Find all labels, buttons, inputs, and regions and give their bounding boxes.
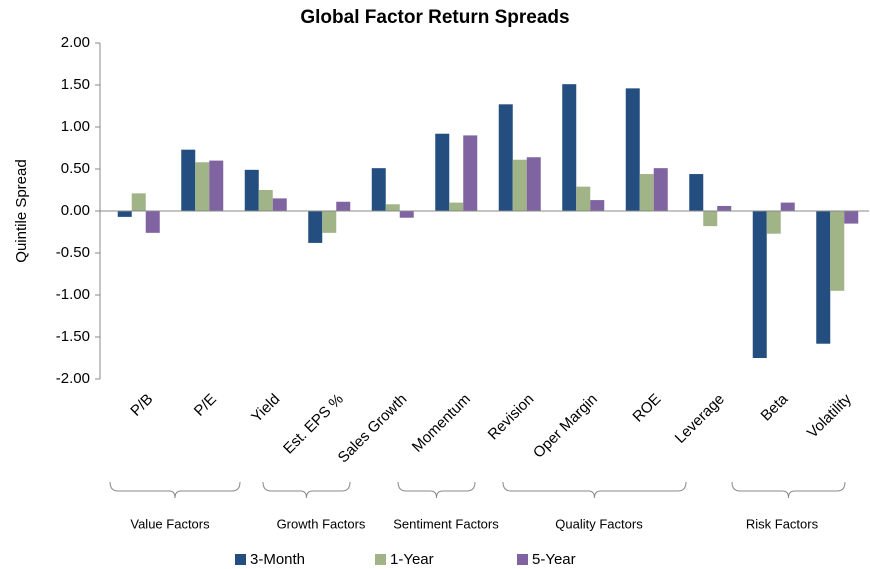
bar	[752, 211, 767, 358]
bar	[258, 190, 273, 211]
x-tick-label: Revision	[485, 391, 538, 444]
y-tick-label: -1.50	[56, 328, 90, 345]
bar	[653, 168, 668, 211]
bar	[562, 84, 577, 211]
bar	[244, 169, 259, 211]
x-tick-label: Leverage	[672, 391, 728, 447]
bar	[576, 186, 591, 211]
bar	[399, 211, 414, 218]
y-tick-label: 0.00	[61, 202, 90, 219]
y-tick-label: 1.50	[61, 76, 90, 93]
x-tick-label: Est. EPS %	[280, 391, 347, 458]
bar	[463, 135, 478, 211]
bar	[844, 211, 859, 224]
group-bracket	[262, 481, 351, 499]
bar	[780, 202, 795, 211]
y-tick-label: 1.00	[61, 118, 90, 135]
bar	[308, 211, 323, 243]
bar	[209, 160, 224, 211]
group-bracket	[731, 481, 846, 499]
legend-label: 1-Year	[390, 551, 434, 568]
bar	[689, 174, 704, 211]
group-bracket	[109, 481, 241, 499]
bar	[625, 88, 640, 211]
legend-swatch	[235, 554, 246, 565]
bar	[181, 149, 196, 211]
bar	[385, 204, 400, 211]
group-bracket	[397, 481, 476, 499]
bar	[336, 201, 351, 211]
x-tick-label: Volatility	[804, 390, 855, 441]
bar	[449, 202, 464, 211]
bar	[703, 211, 718, 227]
x-tick-label: Oper Margin	[530, 391, 601, 462]
legend-swatch	[375, 554, 386, 565]
y-tick-label: 2.00	[61, 34, 90, 51]
legend-label: 5-Year	[532, 551, 576, 568]
x-tick-label: ROE	[629, 391, 664, 426]
bar	[272, 198, 287, 211]
group-label: Quality Factors	[555, 516, 643, 531]
bar	[117, 211, 132, 217]
bar	[195, 162, 210, 211]
y-tick-label: -2.00	[56, 370, 90, 387]
chart-title: Global Factor Return Spreads	[300, 7, 569, 28]
bar	[526, 157, 541, 211]
x-tick-label: P/E	[191, 391, 220, 420]
group-label: Sentiment Factors	[393, 516, 499, 531]
bar	[830, 211, 845, 291]
bar	[371, 168, 386, 211]
bar	[498, 104, 513, 211]
bar	[131, 193, 146, 211]
group-label: Value Factors	[130, 516, 210, 531]
bar	[639, 174, 654, 211]
x-tick-label: Momentum	[409, 391, 474, 456]
x-tick-label: Beta	[758, 390, 792, 424]
bar	[816, 211, 831, 344]
y-axis-title: Quintile Spread	[13, 159, 30, 262]
group-label: Growth Factors	[277, 516, 366, 531]
legend-swatch	[517, 554, 528, 565]
bar	[435, 133, 450, 211]
x-tick-label: P/B	[127, 391, 156, 420]
group-bracket	[502, 481, 687, 499]
group-label: Risk Factors	[746, 516, 819, 531]
bar	[512, 159, 527, 211]
bar	[717, 205, 732, 211]
bar	[590, 200, 605, 211]
bar	[322, 211, 337, 233]
bar	[145, 211, 160, 233]
y-tick-label: 0.50	[61, 160, 90, 177]
legend-label: 3-Month	[250, 551, 305, 568]
x-tick-label: Yield	[248, 391, 283, 426]
bar	[766, 211, 781, 234]
y-tick-label: -1.00	[56, 286, 90, 303]
y-tick-label: -0.50	[56, 244, 90, 261]
